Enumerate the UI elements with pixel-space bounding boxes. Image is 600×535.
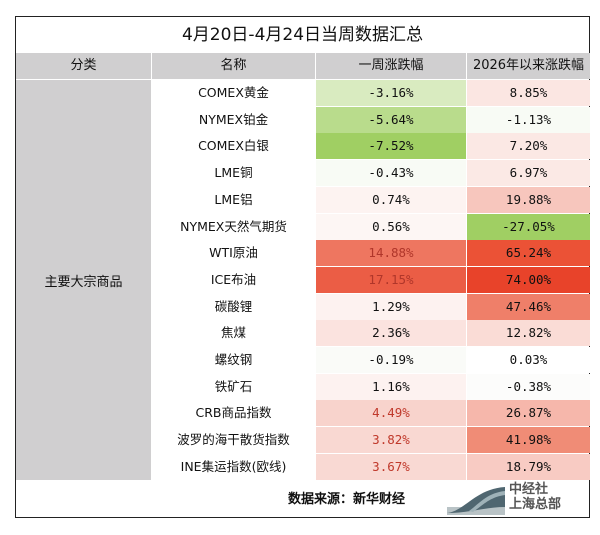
data-source: 数据来源：新华财经 [288,492,406,507]
weekly-change: 14.88% [316,240,466,267]
ytd-change: -0.38% [467,373,590,400]
table-row: 碳酸锂 1.29% 47.46% [152,293,590,320]
ytd-change: 8.85% [467,80,590,106]
ytd-change: 12.82% [467,320,590,347]
table-title: 4月20日-4月24日当周数据汇总 [181,25,424,45]
commodity-name: 碳酸锂 [152,293,315,320]
table-row: 焦煤 2.36% 12.82% [152,320,590,347]
table-row: LME铝 0.74% 19.88% [152,186,590,213]
weekly-change: 17.15% [316,266,466,293]
weekly-change: 3.82% [316,427,466,454]
header-name: 名称 [152,53,315,79]
table-row: COMEX黄金 -3.16% 8.85% [152,80,590,106]
weekly-change: -0.43% [316,160,466,187]
ytd-change: 74.00% [467,266,590,293]
weekly-change: 1.29% [316,293,466,320]
commodity-name: LME铜 [152,160,315,187]
table-row: ICE布油 17.15% 74.00% [152,266,590,293]
category-label: 主要大宗商品 [44,274,123,290]
category-cell: 主要大宗商品 [16,80,151,480]
table-row: 螺纹钢 -0.19% 0.03% [152,347,590,373]
header-category: 分类 [16,53,151,79]
commodity-name: 焦煤 [152,320,315,347]
commodity-name: LME铝 [152,186,315,213]
ytd-change: 18.79% [467,453,590,480]
header-ytd-change: 2026年以来涨跌幅 [467,53,590,79]
table-row: INE集运指数(欧线) 3.67% 18.79% [152,453,590,480]
ytd-change: 47.46% [467,293,590,320]
logo: 中经社 上海总部 [445,482,589,515]
ytd-change: -27.05% [467,213,590,240]
ytd-change: 65.24% [467,240,590,267]
ytd-change: -1.13% [467,106,590,133]
ytd-change: 41.98% [467,427,590,454]
logo-text-line-1: 中经社 [509,482,549,497]
ytd-change: 6.97% [467,160,590,187]
footer: 数据来源：新华财经 中经社 上海总部 [16,480,589,517]
weekly-change: 4.49% [316,400,466,427]
commodity-name: INE集运指数(欧线) [152,453,315,480]
table-row: LME铜 -0.43% 6.97% [152,160,590,187]
logo-text-line-2: 上海总部 [509,497,562,512]
table-row: WTI原油 14.88% 65.24% [152,240,590,267]
table-row: 铁矿石 1.16% -0.38% [152,373,590,400]
header-weekly-change: 一周涨跌幅 [316,53,466,79]
table-row: NYMEX铂金 -5.64% -1.13% [152,106,590,133]
commodity-name: WTI原油 [152,240,315,267]
weekly-change: 0.74% [316,186,466,213]
commodity-name: ICE布油 [152,266,315,293]
commodity-name: 铁矿石 [152,373,315,400]
weekly-change: -0.19% [316,347,466,373]
ytd-change: 0.03% [467,347,590,373]
weekly-change: 1.16% [316,373,466,400]
ytd-change: 19.88% [467,186,590,213]
commodity-name: CRB商品指数 [152,400,315,427]
commodity-name: NYMEX天然气期货 [152,213,315,240]
table-row: CRB商品指数 4.49% 26.87% [152,400,590,427]
weekly-change: 3.67% [316,453,466,480]
table-row: NYMEX天然气期货 0.56% -27.05% [152,213,590,240]
commodity-name: 螺纹钢 [152,347,315,373]
weekly-change: -7.52% [316,133,466,160]
table-row: 波罗的海干散货指数 3.82% 41.98% [152,427,590,454]
ytd-change: 26.87% [467,400,590,427]
weekly-change: 2.36% [316,320,466,347]
weekly-change: -5.64% [316,106,466,133]
logo-text: 中经社 上海总部 [509,482,561,512]
logo-graphic-icon [447,487,505,515]
weekly-change: -3.16% [316,80,466,106]
commodity-name: 波罗的海干散货指数 [152,427,315,454]
ytd-change: 7.20% [467,133,590,160]
commodity-name: NYMEX铂金 [152,106,315,133]
table-row: COMEX白银 -7.52% 7.20% [152,133,590,160]
summary-table: 4月20日-4月24日当周数据汇总 分类 名称 一周涨跌幅 2026年以来涨跌幅… [15,16,590,518]
weekly-change: 0.56% [316,213,466,240]
commodity-name: COMEX黄金 [152,80,315,106]
commodity-name: COMEX白银 [152,133,315,160]
